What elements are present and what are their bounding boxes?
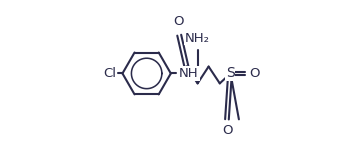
Text: O: O	[222, 124, 233, 136]
Text: NH₂: NH₂	[185, 32, 210, 45]
Text: O: O	[173, 15, 184, 28]
Text: S: S	[226, 66, 234, 80]
Text: O: O	[250, 67, 260, 80]
Text: NH: NH	[179, 67, 199, 80]
Text: Cl: Cl	[103, 67, 116, 80]
